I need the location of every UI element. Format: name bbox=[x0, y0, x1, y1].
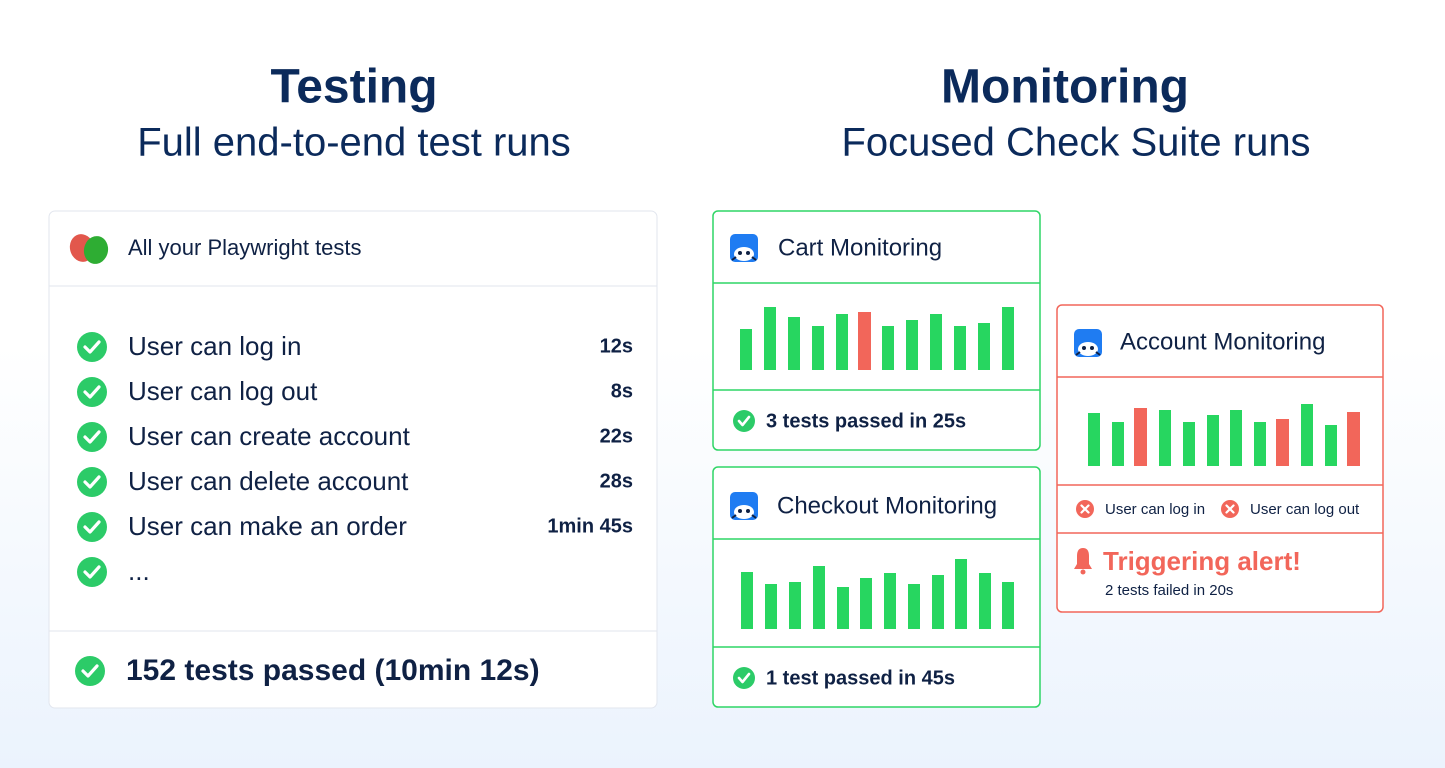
more: ... bbox=[128, 556, 150, 586]
title: Monitoring bbox=[941, 61, 1189, 114]
failed-test: User can log in bbox=[1105, 501, 1205, 518]
test-name: User can delete account bbox=[128, 466, 409, 496]
check-name: Checkout Monitoring bbox=[777, 492, 997, 519]
check-name: Cart Monitoring bbox=[778, 234, 942, 261]
duration: 22s bbox=[600, 425, 633, 447]
title: Testing bbox=[270, 61, 437, 114]
playwright-icon bbox=[69, 234, 109, 264]
alert: Triggering alert! bbox=[1103, 546, 1301, 576]
sparkline bbox=[740, 307, 1014, 370]
duration: 28s bbox=[600, 470, 633, 492]
subtitle: Full end-to-end test runs bbox=[137, 121, 571, 165]
monitor-card: Account Monitoring User can log in User … bbox=[1056, 304, 1384, 613]
summary: 152 tests passed (10min 12s) bbox=[126, 654, 540, 687]
card-header: All your Playwright tests bbox=[128, 235, 362, 260]
test-name: User can log in bbox=[128, 331, 301, 361]
test-name: User can log out bbox=[128, 376, 318, 406]
bell-icon bbox=[1074, 548, 1092, 575]
test-name: User can make an order bbox=[128, 511, 407, 541]
monitor-card: Cart Monitoring 3 tests passed in 25s bbox=[712, 210, 1041, 451]
duration: 1min 45s bbox=[547, 515, 633, 537]
sparkline bbox=[1088, 404, 1360, 466]
duration: 8s bbox=[611, 380, 633, 402]
alert-detail: 2 tests failed in 20s bbox=[1105, 582, 1233, 599]
failed-test: User can log out bbox=[1250, 501, 1360, 518]
test-name: User can create account bbox=[128, 421, 411, 451]
monitor-card: Checkout Monitoring 1 test passed in 45s bbox=[712, 466, 1041, 708]
check-summary: 1 test passed in 45s bbox=[766, 667, 955, 689]
sparkline bbox=[741, 559, 1014, 629]
test-card: All your Playwright tests User can log i… bbox=[48, 210, 658, 709]
subtitle: Focused Check Suite runs bbox=[841, 121, 1310, 165]
duration: 12s bbox=[600, 335, 633, 357]
check-name: Account Monitoring bbox=[1120, 328, 1325, 355]
check-summary: 3 tests passed in 25s bbox=[766, 410, 966, 432]
